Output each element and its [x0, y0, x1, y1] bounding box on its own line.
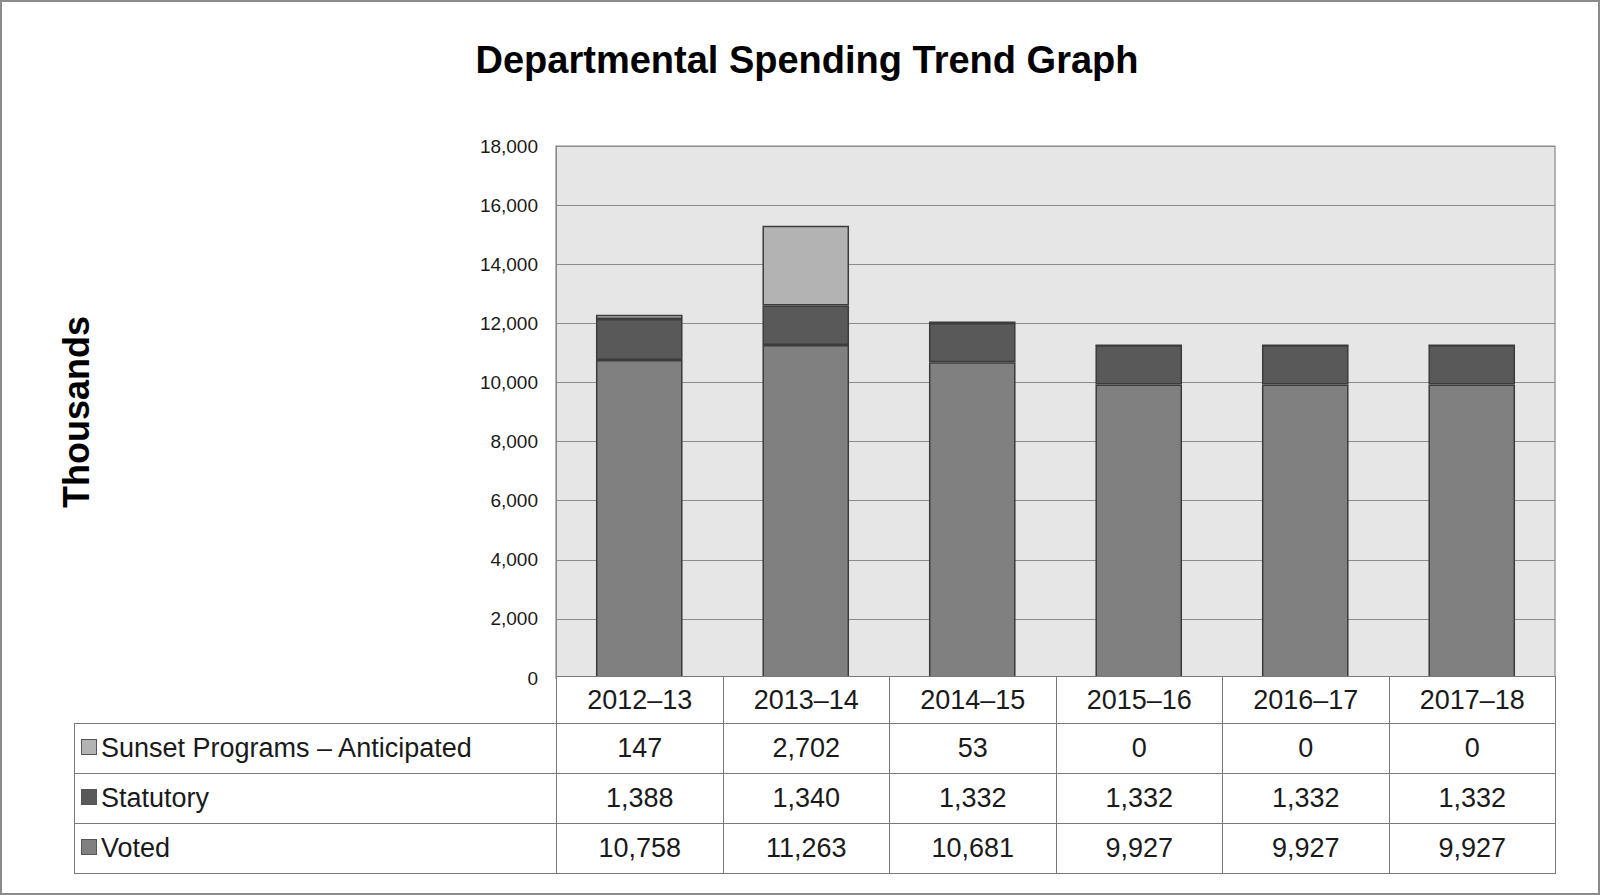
html-text:2012–13: 2012–13: [587, 684, 693, 715]
html-text:2013–14: 2013–14: [753, 684, 859, 715]
html-text:2,702: 2,702: [772, 733, 840, 763]
html-text:1,332: 1,332: [939, 783, 1007, 813]
svg-text:12,000: 12,000: [480, 313, 538, 334]
html-text:Voted: Voted: [101, 833, 171, 863]
html-text:1,388: 1,388: [606, 783, 674, 813]
html-text:9,927: 9,927: [1438, 833, 1506, 863]
html-text:1,332: 1,332: [1272, 783, 1340, 813]
html-text:2016–17: 2016–17: [1253, 684, 1359, 715]
svg-text:14,000: 14,000: [480, 254, 538, 275]
svg-text:0: 0: [527, 668, 538, 689]
html-text:11,263: 11,263: [766, 833, 847, 863]
html-text:1,332: 1,332: [1438, 783, 1506, 813]
html-text:Statutory: Statutory: [101, 783, 210, 813]
svg-text:18,000: 18,000: [480, 136, 538, 157]
html-text:53: 53: [957, 733, 988, 763]
svg-text:4,000: 4,000: [490, 549, 538, 570]
html-text:147: 147: [617, 733, 663, 763]
html-text:10,758: 10,758: [598, 833, 681, 863]
html-text:2017–18: 2017–18: [1419, 684, 1525, 715]
html-text:1,332: 1,332: [1105, 783, 1173, 813]
html-text:0: 0: [1131, 733, 1147, 763]
html-text:2015–16: 2015–16: [1086, 684, 1192, 715]
html-text:2014–15: 2014–15: [920, 684, 1026, 715]
html-text:0: 0: [1464, 733, 1480, 763]
svg-text:Departmental Spending Trend Gr: Departmental Spending Trend Graph: [476, 39, 1139, 81]
svg-text:6,000: 6,000: [490, 490, 538, 511]
html-text:1,340: 1,340: [772, 783, 840, 813]
svg-text:8,000: 8,000: [490, 431, 538, 452]
html-text:10,681: 10,681: [931, 833, 1014, 863]
html-text:0: 0: [1298, 733, 1314, 763]
svg-text:Thousands: Thousands: [56, 316, 97, 508]
svg-text:2,000: 2,000: [490, 608, 538, 629]
svg-text:16,000: 16,000: [480, 195, 538, 216]
html-text:9,927: 9,927: [1272, 833, 1340, 863]
html-text:9,927: 9,927: [1105, 833, 1173, 863]
svg-text:10,000: 10,000: [480, 372, 538, 393]
html-text:Sunset Programs – Anticipated: Sunset Programs – Anticipated: [101, 733, 472, 763]
